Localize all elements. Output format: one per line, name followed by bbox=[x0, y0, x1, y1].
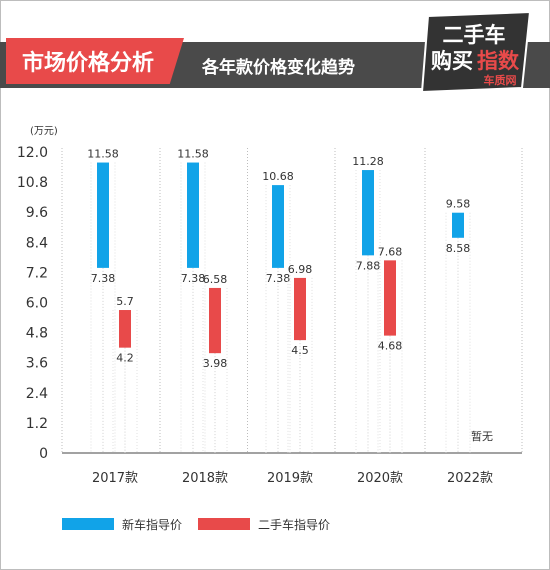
annotation-label: 暂无 bbox=[471, 430, 493, 443]
chart-subtitle: 各年款价格变化趋势 bbox=[202, 58, 355, 78]
logo-line2a: 购买 bbox=[431, 49, 473, 73]
legend-label-new: 新车指导价 bbox=[122, 518, 183, 532]
data-label-low: 7.38 bbox=[266, 272, 291, 285]
logo-line1: 二手车 bbox=[443, 23, 506, 47]
y-tick-label: 7.2 bbox=[26, 265, 48, 281]
tab-title: 市场价格分析 bbox=[22, 51, 155, 76]
y-axis-unit: (万元) bbox=[30, 126, 58, 137]
data-label-low: 7.38 bbox=[181, 272, 206, 285]
data-label-high: 11.58 bbox=[87, 148, 119, 161]
data-label-high: 11.28 bbox=[352, 155, 384, 168]
data-label-high: 7.68 bbox=[378, 245, 403, 258]
y-tick-label: 10.8 bbox=[17, 175, 48, 191]
legend-swatch-used bbox=[198, 518, 250, 530]
legend-swatch-new bbox=[62, 518, 114, 530]
data-label-high: 9.58 bbox=[446, 198, 471, 211]
data-label-high: 11.58 bbox=[177, 148, 209, 161]
y-tick-label: 1.2 bbox=[26, 416, 48, 432]
new-price-bar bbox=[362, 170, 374, 256]
brand-logo: 二手车 购买 指数 车质网 12365auto.com bbox=[420, 10, 532, 96]
used-price-bar bbox=[209, 287, 221, 354]
x-tick-label: 2018款 bbox=[182, 471, 228, 486]
y-tick-label: 8.4 bbox=[26, 235, 48, 251]
new-price-bar bbox=[452, 212, 464, 238]
data-label-high: 5.7 bbox=[116, 295, 134, 308]
data-label-low: 4.5 bbox=[291, 344, 309, 357]
data-label-low: 8.58 bbox=[446, 242, 471, 255]
new-price-bar bbox=[187, 162, 199, 268]
x-tick-label: 2022款 bbox=[447, 471, 493, 486]
y-tick-label: 6.0 bbox=[26, 296, 48, 312]
logo-brand: 车质网 bbox=[484, 73, 517, 87]
legend-label-used: 二手车指导价 bbox=[258, 518, 331, 532]
logo-line2b: 指数 bbox=[477, 49, 520, 73]
y-tick-label: 12.0 bbox=[17, 145, 48, 161]
y-tick-label: 9.6 bbox=[26, 205, 48, 221]
data-label-low: 4.2 bbox=[116, 352, 134, 365]
data-label-low: 7.38 bbox=[91, 272, 116, 285]
used-price-bar bbox=[119, 310, 131, 348]
new-price-bar bbox=[272, 185, 284, 268]
y-tick-label: 2.4 bbox=[26, 386, 48, 402]
new-price-bar bbox=[97, 162, 109, 268]
data-label-high: 6.98 bbox=[288, 263, 313, 276]
used-price-bar bbox=[384, 260, 396, 336]
data-label-low: 3.98 bbox=[203, 357, 228, 370]
x-tick-label: 2019款 bbox=[267, 471, 313, 486]
y-tick-label: 3.6 bbox=[26, 356, 48, 372]
data-label-high: 6.58 bbox=[203, 273, 228, 286]
title-tab: 市场价格分析 bbox=[6, 38, 184, 84]
logo-url: 12365auto.com bbox=[476, 89, 523, 96]
x-tick-label: 2017款 bbox=[92, 471, 138, 486]
used-price-bar bbox=[294, 277, 306, 341]
y-tick-label: 0 bbox=[39, 446, 48, 462]
data-label-low: 4.68 bbox=[378, 340, 403, 353]
y-tick-label: 4.8 bbox=[26, 326, 48, 342]
data-label-high: 10.68 bbox=[262, 170, 294, 183]
x-tick-label: 2020款 bbox=[357, 471, 403, 486]
data-label-low: 7.88 bbox=[356, 259, 381, 272]
